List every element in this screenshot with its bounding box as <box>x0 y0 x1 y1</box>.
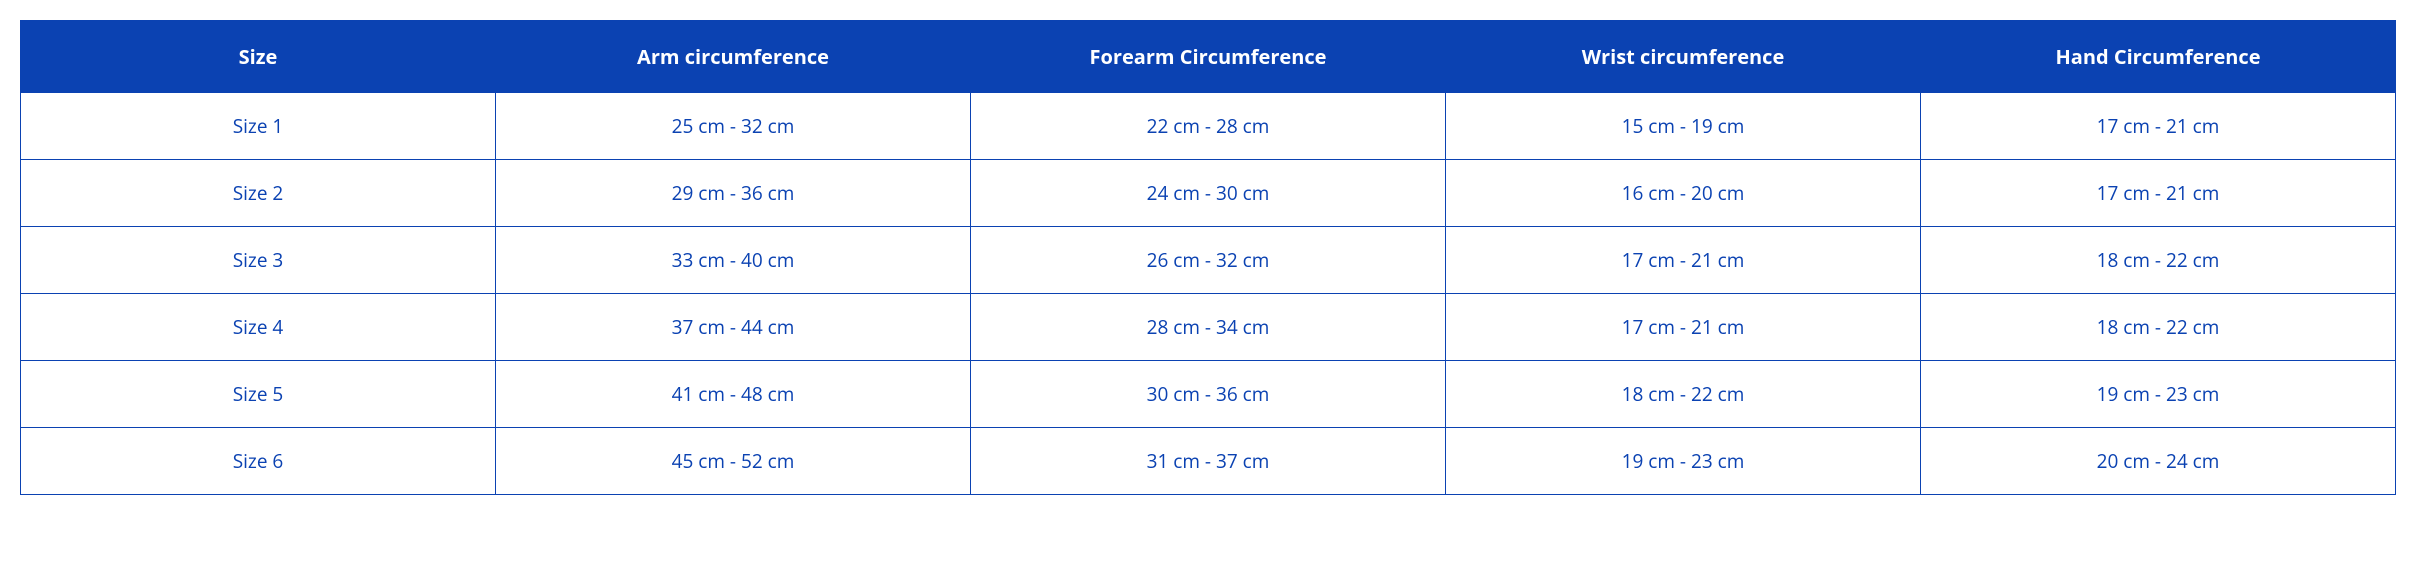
table-row: Size 6 45 cm - 52 cm 31 cm - 37 cm 19 cm… <box>21 428 2396 495</box>
cell-forearm: 24 cm - 30 cm <box>971 160 1446 227</box>
cell-forearm: 30 cm - 36 cm <box>971 361 1446 428</box>
cell-size: Size 4 <box>21 294 496 361</box>
cell-arm: 25 cm - 32 cm <box>496 93 971 160</box>
col-header: Size <box>21 21 496 93</box>
table-row: Size 5 41 cm - 48 cm 30 cm - 36 cm 18 cm… <box>21 361 2396 428</box>
cell-wrist: 17 cm - 21 cm <box>1446 294 1921 361</box>
cell-hand: 18 cm - 22 cm <box>1921 294 2396 361</box>
cell-forearm: 22 cm - 28 cm <box>971 93 1446 160</box>
table-row: Size 4 37 cm - 44 cm 28 cm - 34 cm 17 cm… <box>21 294 2396 361</box>
cell-arm: 29 cm - 36 cm <box>496 160 971 227</box>
col-header: Forearm Circumference <box>971 21 1446 93</box>
cell-arm: 41 cm - 48 cm <box>496 361 971 428</box>
cell-wrist: 19 cm - 23 cm <box>1446 428 1921 495</box>
cell-wrist: 16 cm - 20 cm <box>1446 160 1921 227</box>
table-row: Size 2 29 cm - 36 cm 24 cm - 30 cm 16 cm… <box>21 160 2396 227</box>
cell-arm: 37 cm - 44 cm <box>496 294 971 361</box>
col-header: Arm circumference <box>496 21 971 93</box>
cell-hand: 19 cm - 23 cm <box>1921 361 2396 428</box>
size-chart-table: Size Arm circumference Forearm Circumfer… <box>20 20 2396 495</box>
cell-hand: 20 cm - 24 cm <box>1921 428 2396 495</box>
cell-size: Size 2 <box>21 160 496 227</box>
table-header-row: Size Arm circumference Forearm Circumfer… <box>21 21 2396 93</box>
table-row: Size 3 33 cm - 40 cm 26 cm - 32 cm 17 cm… <box>21 227 2396 294</box>
cell-wrist: 18 cm - 22 cm <box>1446 361 1921 428</box>
cell-hand: 18 cm - 22 cm <box>1921 227 2396 294</box>
cell-wrist: 15 cm - 19 cm <box>1446 93 1921 160</box>
table-body: Size 1 25 cm - 32 cm 22 cm - 28 cm 15 cm… <box>21 93 2396 495</box>
cell-size: Size 1 <box>21 93 496 160</box>
table-row: Size 1 25 cm - 32 cm 22 cm - 28 cm 15 cm… <box>21 93 2396 160</box>
cell-size: Size 3 <box>21 227 496 294</box>
cell-arm: 33 cm - 40 cm <box>496 227 971 294</box>
cell-forearm: 26 cm - 32 cm <box>971 227 1446 294</box>
col-header: Wrist circumference <box>1446 21 1921 93</box>
col-header: Hand Circumference <box>1921 21 2396 93</box>
cell-size: Size 5 <box>21 361 496 428</box>
cell-hand: 17 cm - 21 cm <box>1921 160 2396 227</box>
cell-arm: 45 cm - 52 cm <box>496 428 971 495</box>
table-header: Size Arm circumference Forearm Circumfer… <box>21 21 2396 93</box>
cell-size: Size 6 <box>21 428 496 495</box>
cell-hand: 17 cm - 21 cm <box>1921 93 2396 160</box>
cell-forearm: 31 cm - 37 cm <box>971 428 1446 495</box>
cell-forearm: 28 cm - 34 cm <box>971 294 1446 361</box>
cell-wrist: 17 cm - 21 cm <box>1446 227 1921 294</box>
